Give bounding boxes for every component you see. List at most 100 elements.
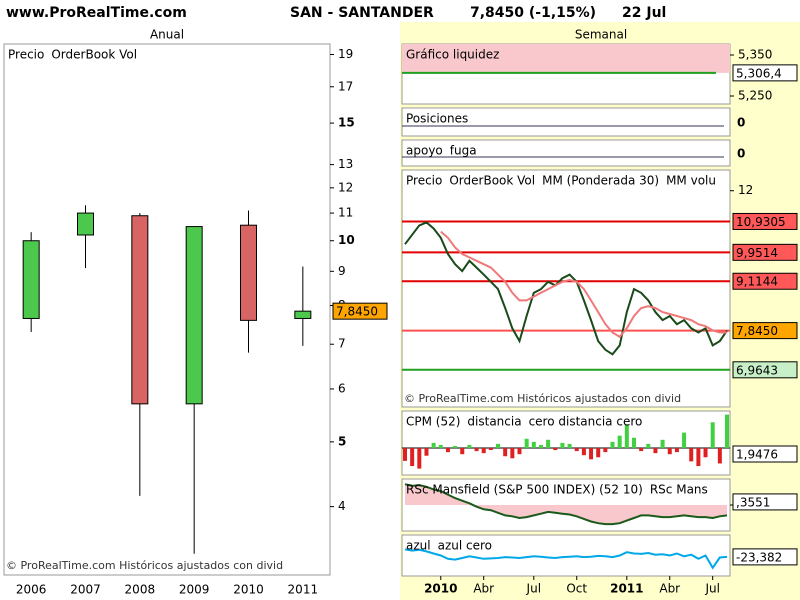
candle-body	[240, 224, 257, 321]
value-box	[732, 64, 798, 82]
bar	[424, 448, 429, 456]
y-tick-label: 13	[338, 157, 353, 171]
legend-entry: Posiciones	[406, 112, 468, 126]
bar	[631, 437, 636, 449]
legend-entry: distancia	[467, 415, 521, 429]
bar	[538, 444, 543, 449]
value-box	[732, 445, 798, 463]
x-tick-label: 2006	[16, 583, 47, 597]
y-tick-label: 12	[338, 180, 353, 194]
legend-entry: MM (Ponderada 30)	[542, 174, 659, 188]
bar	[624, 424, 629, 449]
legend-entry: cero distancia cero	[529, 415, 643, 429]
bar	[453, 445, 458, 449]
panel: CPM (52) distancia cero distancia cero	[402, 415, 730, 469]
bar	[410, 448, 415, 467]
bar	[445, 448, 450, 453]
chart-title: Semanal	[575, 28, 627, 42]
bar	[581, 448, 586, 456]
y-tick-label: 7	[338, 337, 346, 351]
watermark: © ProRealTime.com Históricos ajustados c…	[6, 559, 283, 572]
bar	[653, 448, 658, 454]
x-tick-label: Oct	[566, 582, 587, 596]
y-tick-label: 6	[338, 381, 346, 395]
panel: Precio OrderBook Vol MM (Ponderada 30) MM v…	[402, 174, 730, 405]
y-tick-label: 5	[338, 434, 346, 448]
bar	[710, 422, 715, 449]
bar	[589, 448, 594, 460]
value-label: 1,9476	[736, 448, 778, 462]
value-label: 0	[737, 116, 745, 130]
legend-entry: Precio	[8, 48, 44, 62]
date: 22 Jul	[622, 5, 666, 21]
panel: Posiciones	[402, 112, 724, 127]
y-tick-label: 12	[738, 183, 753, 197]
legend-entry: Gráfico liquidez	[406, 48, 499, 62]
bar	[510, 448, 515, 459]
panel-frame	[401, 410, 731, 476]
panel-frame	[3, 43, 331, 576]
x-tick-label: Jul	[526, 582, 541, 596]
bar	[639, 448, 644, 452]
bar	[610, 441, 615, 449]
panel: Gráfico liquidez	[402, 44, 730, 74]
x-tick-label: 2008	[125, 583, 156, 597]
panel-frame	[401, 169, 731, 408]
candle-body	[294, 310, 312, 319]
chart-title: Anual	[150, 28, 184, 42]
value-box	[732, 548, 798, 566]
bar	[531, 441, 536, 449]
bar	[496, 443, 501, 449]
value-label: 9,9514	[736, 246, 778, 260]
legend-entry: MM volu	[666, 174, 716, 188]
value-label: 7,8450	[736, 324, 778, 338]
bar	[546, 439, 551, 449]
value-label: ,3551	[736, 495, 770, 509]
bar	[646, 443, 651, 449]
x-tick-label: Jul	[704, 582, 719, 596]
bar	[674, 448, 679, 453]
y-tick-label: 10	[338, 233, 355, 247]
x-tick-label: Abr	[659, 582, 680, 596]
value-label: 7,8450	[336, 305, 378, 319]
x-tick-label: 2007	[70, 583, 101, 597]
panel-frame	[401, 139, 731, 167]
value-box	[732, 243, 798, 261]
bar	[474, 448, 479, 452]
bar	[403, 448, 407, 461]
bar	[524, 438, 529, 449]
value-label: -23,382	[736, 550, 782, 564]
value-box	[732, 493, 798, 511]
watermark: © ProRealTime.com Históricos ajustados c…	[404, 392, 681, 405]
value-label: 6,9643	[736, 363, 778, 377]
y-tick-label: 5,350	[738, 47, 772, 61]
value-box	[332, 302, 388, 320]
candle-body	[22, 240, 40, 319]
x-tick-label: 2010	[424, 582, 457, 596]
bar	[596, 448, 601, 458]
series-line	[440, 230, 727, 339]
legend-entry: RSc Mans	[650, 483, 708, 497]
bar	[503, 448, 508, 457]
x-tick-label: 2010	[233, 583, 264, 597]
value-box	[732, 212, 798, 230]
bar	[725, 414, 729, 449]
panel: Precio OrderBook Vol © ProRealTime.com His…	[6, 48, 312, 572]
bar	[660, 439, 665, 449]
bar	[560, 442, 565, 449]
legend-entry: azul	[406, 539, 431, 553]
bar	[717, 448, 722, 464]
panel: RSc Mansfield (S&P 500 INDEX) (52 10) RSc…	[404, 483, 728, 526]
series-line	[404, 483, 728, 526]
y-tick-label: 5,250	[738, 89, 772, 103]
bar	[574, 448, 579, 452]
bar	[431, 442, 436, 449]
legend-entry: RSc Mansfield (S&P 500 INDEX) (52 10)	[406, 483, 643, 497]
bar	[703, 448, 708, 458]
legend-entry: CPM (52)	[406, 415, 460, 429]
bar	[417, 448, 422, 469]
y-tick-label: 4	[338, 499, 346, 513]
y-tick-label: 11	[338, 206, 353, 220]
candle-body	[185, 226, 203, 405]
